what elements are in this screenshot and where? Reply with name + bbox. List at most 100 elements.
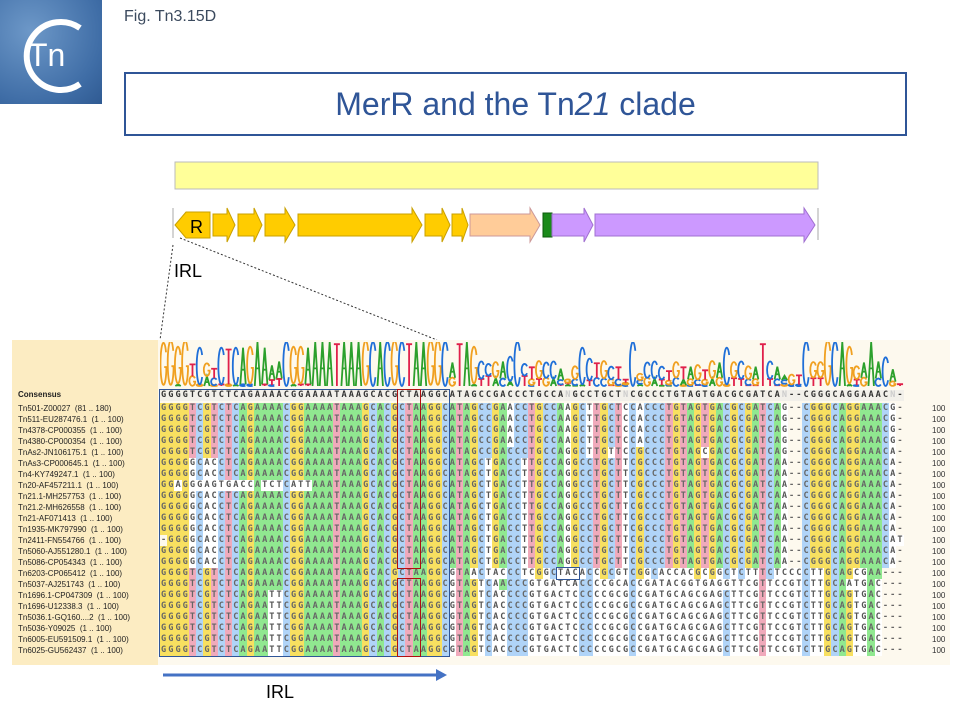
base: A bbox=[867, 579, 875, 590]
base: C bbox=[694, 590, 702, 601]
base: C bbox=[607, 390, 615, 401]
base: G bbox=[362, 634, 370, 645]
base: C bbox=[549, 524, 558, 535]
base: G bbox=[470, 458, 478, 469]
base: G bbox=[297, 502, 305, 513]
base: T bbox=[188, 623, 197, 634]
base: G bbox=[391, 579, 399, 590]
base: G bbox=[362, 447, 370, 458]
logo-letter-g bbox=[673, 362, 679, 377]
base: A bbox=[867, 480, 875, 491]
base: G bbox=[181, 579, 189, 590]
base: T bbox=[766, 579, 774, 590]
base: C bbox=[196, 447, 204, 458]
base: A bbox=[275, 579, 283, 590]
base: G bbox=[174, 403, 182, 414]
base: T bbox=[665, 557, 673, 568]
base: G bbox=[188, 535, 197, 546]
base: A bbox=[557, 403, 565, 414]
base: G bbox=[622, 612, 630, 623]
sequence-length: 100 bbox=[932, 426, 946, 435]
base: C bbox=[549, 403, 558, 414]
base: C bbox=[369, 568, 377, 579]
base: C bbox=[571, 568, 579, 579]
base: G bbox=[744, 480, 752, 491]
logo-letter-a bbox=[840, 342, 845, 386]
base: C bbox=[650, 436, 659, 447]
base: A bbox=[499, 546, 507, 557]
base: G bbox=[824, 634, 832, 645]
base: A bbox=[304, 447, 312, 458]
base: G bbox=[203, 436, 211, 447]
base: G bbox=[174, 513, 182, 524]
base: - bbox=[789, 524, 795, 534]
base: T bbox=[455, 557, 464, 568]
base: G bbox=[643, 645, 651, 656]
sequence-label: Tn6005-EU591509.1 (1 .. 100) bbox=[18, 635, 129, 644]
base: A bbox=[773, 458, 781, 469]
base: C bbox=[831, 502, 839, 513]
base: A bbox=[499, 436, 507, 447]
base: T bbox=[759, 524, 767, 535]
base: T bbox=[405, 491, 413, 502]
base: G bbox=[289, 535, 298, 546]
base: A bbox=[304, 524, 312, 535]
base: C bbox=[549, 447, 558, 458]
zoom-line-left bbox=[159, 244, 174, 341]
base: C bbox=[549, 436, 558, 447]
base: G bbox=[289, 601, 298, 612]
base: A bbox=[780, 458, 789, 469]
base: G bbox=[780, 414, 789, 425]
base: A bbox=[412, 480, 420, 491]
base: A bbox=[354, 390, 363, 401]
base: G bbox=[535, 535, 543, 546]
base: T bbox=[528, 557, 536, 568]
base: C bbox=[773, 601, 781, 612]
base: G bbox=[542, 645, 550, 656]
base: A bbox=[275, 469, 283, 480]
base: A bbox=[354, 645, 363, 656]
base: G bbox=[824, 390, 832, 401]
base: T bbox=[614, 469, 622, 480]
base: G bbox=[816, 535, 825, 546]
base: G bbox=[824, 524, 832, 535]
base: G bbox=[853, 513, 861, 524]
base: T bbox=[751, 568, 760, 579]
base: G bbox=[788, 590, 796, 601]
base: A bbox=[354, 469, 363, 480]
base: C bbox=[802, 447, 810, 458]
base: T bbox=[224, 403, 233, 414]
base: A bbox=[686, 447, 695, 458]
base: A bbox=[326, 436, 334, 447]
base: C bbox=[542, 390, 550, 401]
base: - bbox=[896, 390, 904, 401]
base: C bbox=[766, 546, 774, 557]
logo-letter-c bbox=[803, 342, 808, 386]
base: T bbox=[224, 436, 233, 447]
base: G bbox=[160, 502, 168, 513]
base: G bbox=[470, 469, 478, 480]
base: G bbox=[289, 491, 298, 502]
base: T bbox=[275, 590, 283, 601]
base: A bbox=[419, 480, 428, 491]
base: - bbox=[897, 579, 903, 589]
base: C bbox=[398, 557, 406, 568]
base: T bbox=[520, 491, 529, 502]
base: G bbox=[744, 513, 752, 524]
base: A bbox=[347, 414, 355, 425]
base: G bbox=[160, 491, 168, 502]
base: G bbox=[600, 524, 608, 535]
base: C bbox=[528, 568, 536, 579]
base: C bbox=[217, 546, 225, 557]
base: C bbox=[282, 414, 290, 425]
logo-letter-t bbox=[226, 350, 232, 385]
logo-letter-g bbox=[789, 375, 795, 385]
base: G bbox=[824, 425, 832, 436]
base: A bbox=[318, 524, 327, 535]
base: T bbox=[210, 425, 218, 436]
base: G bbox=[816, 546, 825, 557]
base: T bbox=[535, 601, 543, 612]
base: A bbox=[679, 612, 687, 623]
base: C bbox=[802, 403, 810, 414]
base: C bbox=[614, 579, 622, 590]
